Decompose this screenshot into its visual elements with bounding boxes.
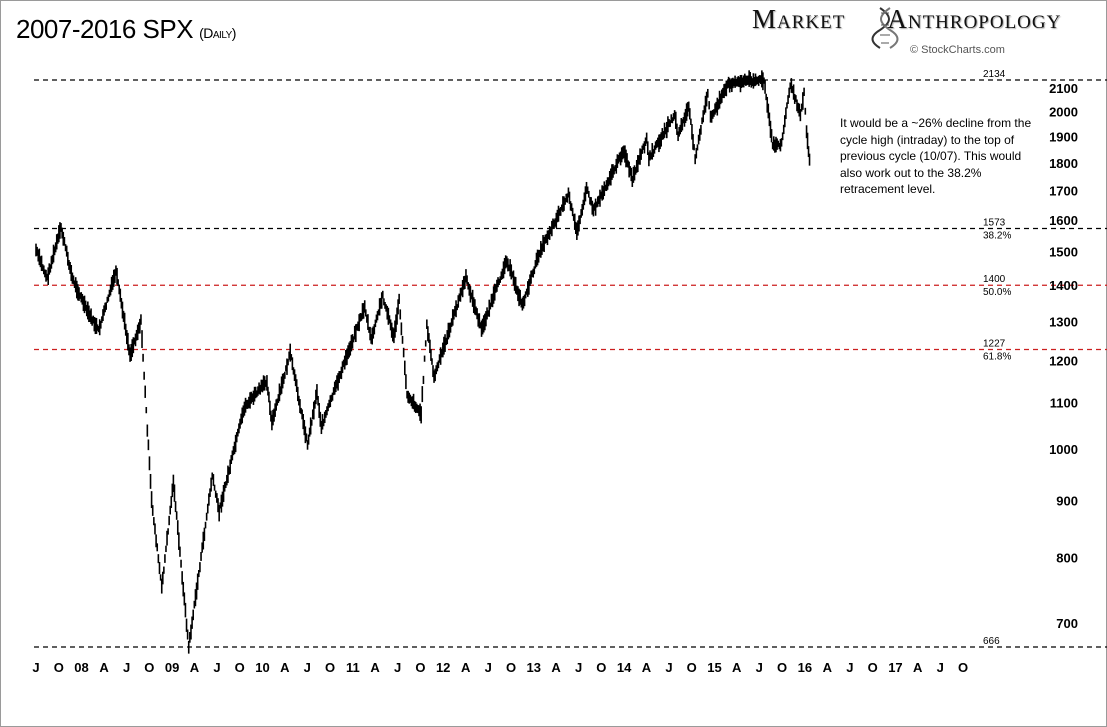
level-value-label: 1400 (983, 274, 1006, 285)
y-tick-label: 1500 (1049, 245, 1078, 260)
level-labels: 2134 1573 38.2% 1400 50.0% 1227 61.8% 666 (983, 69, 1011, 647)
x-tick-label: O (415, 660, 425, 675)
x-tick-label: A (461, 660, 471, 675)
x-tick-label: J (32, 660, 39, 675)
x-tick-label: 11 (346, 660, 360, 675)
x-tick-label: J (846, 660, 853, 675)
x-tick-label: A (732, 660, 742, 675)
x-tick-label: O (54, 660, 64, 675)
x-tick-label: O (687, 660, 697, 675)
x-tick-label: 14 (617, 660, 632, 675)
x-tick-label: 12 (436, 660, 450, 675)
x-tick-label: 10 (255, 660, 269, 675)
level-value-label: 1227 (983, 338, 1006, 349)
y-tick-label: 1200 (1049, 353, 1078, 368)
x-tick-label: J (937, 660, 944, 675)
x-axis-labels: J O 08 A J O 09 A J O 10 A J O 11 A J O 12 A J O 13 A J O 14 A J O 15 A… (32, 660, 968, 675)
y-tick-label: 1300 (1049, 314, 1078, 329)
x-tick-label: O (325, 660, 335, 675)
x-tick-label: A (551, 660, 561, 675)
source-credit: © StockCharts.com (910, 44, 1005, 56)
brand-right: Anthropology (887, 4, 1062, 34)
x-tick-label: 17 (888, 660, 902, 675)
y-tick-label: 1100 (1050, 396, 1078, 411)
x-tick-label: J (394, 660, 401, 675)
x-tick-label: O (235, 660, 245, 675)
x-tick-label: J (304, 660, 311, 675)
chart-subtitle: (Daily) (199, 25, 236, 41)
brand-left: Market (752, 4, 846, 34)
x-tick-label: O (506, 660, 516, 675)
level-lines (34, 79, 1107, 648)
annotation-text: It would be a ~26% decline from the cycl… (840, 116, 1032, 196)
y-tick-label: 2000 (1049, 105, 1078, 120)
y-tick-label: 2100 (1049, 81, 1078, 96)
y-tick-label: 1900 (1049, 130, 1078, 145)
y-axis-labels: 700 800 900 1000 1100 1200 1300 1400 1500 1600 170… (1049, 81, 1078, 631)
level-pct-label: 38.2% (983, 231, 1011, 242)
dna-helix-icon (871, 7, 899, 49)
x-tick-label: O (958, 660, 968, 675)
x-tick-label: A (190, 660, 200, 675)
level-value-label: 666 (983, 636, 1000, 647)
chart-title-text: 2007-2016 SPX (16, 14, 194, 44)
x-tick-label: J (213, 660, 220, 675)
y-tick-label: 900 (1056, 493, 1078, 508)
price-bars (35, 70, 811, 654)
x-tick-label: O (144, 660, 154, 675)
y-tick-label: 1700 (1049, 184, 1078, 199)
x-tick-label: J (665, 660, 672, 675)
x-tick-label: A (913, 660, 923, 675)
x-tick-label: J (485, 660, 492, 675)
x-tick-label: J (575, 660, 582, 675)
y-tick-label: 1400 (1049, 278, 1078, 293)
x-tick-label: 09 (165, 660, 179, 675)
y-tick-label: 1000 (1049, 442, 1078, 457)
x-tick-label: A (280, 660, 290, 675)
x-tick-label: O (868, 660, 878, 675)
x-tick-label: O (596, 660, 606, 675)
y-tick-label: 700 (1056, 616, 1078, 631)
x-tick-label: A (823, 660, 833, 675)
y-tick-label: 1600 (1049, 213, 1078, 228)
x-tick-label: 08 (74, 660, 88, 675)
x-tick-label: J (756, 660, 763, 675)
x-tick-label: J (123, 660, 130, 675)
x-tick-label: 13 (527, 660, 541, 675)
brand-logo: Market Anthropology (752, 4, 1061, 35)
x-tick-label: O (777, 660, 787, 675)
level-value-label: 1573 (983, 218, 1006, 229)
y-tick-label: 800 (1056, 551, 1078, 566)
level-pct-label: 61.8% (983, 351, 1011, 362)
x-tick-label: 16 (798, 660, 812, 675)
level-pct-label: 50.0% (983, 287, 1011, 298)
x-tick-label: A (370, 660, 380, 675)
chart-title: 2007-2016 SPX (Daily) (16, 14, 236, 45)
x-tick-label: 15 (707, 660, 721, 675)
x-tick-label: A (99, 660, 109, 675)
y-tick-label: 1800 (1049, 156, 1078, 171)
level-value-label: 2134 (983, 69, 1006, 80)
x-tick-label: A (642, 660, 652, 675)
